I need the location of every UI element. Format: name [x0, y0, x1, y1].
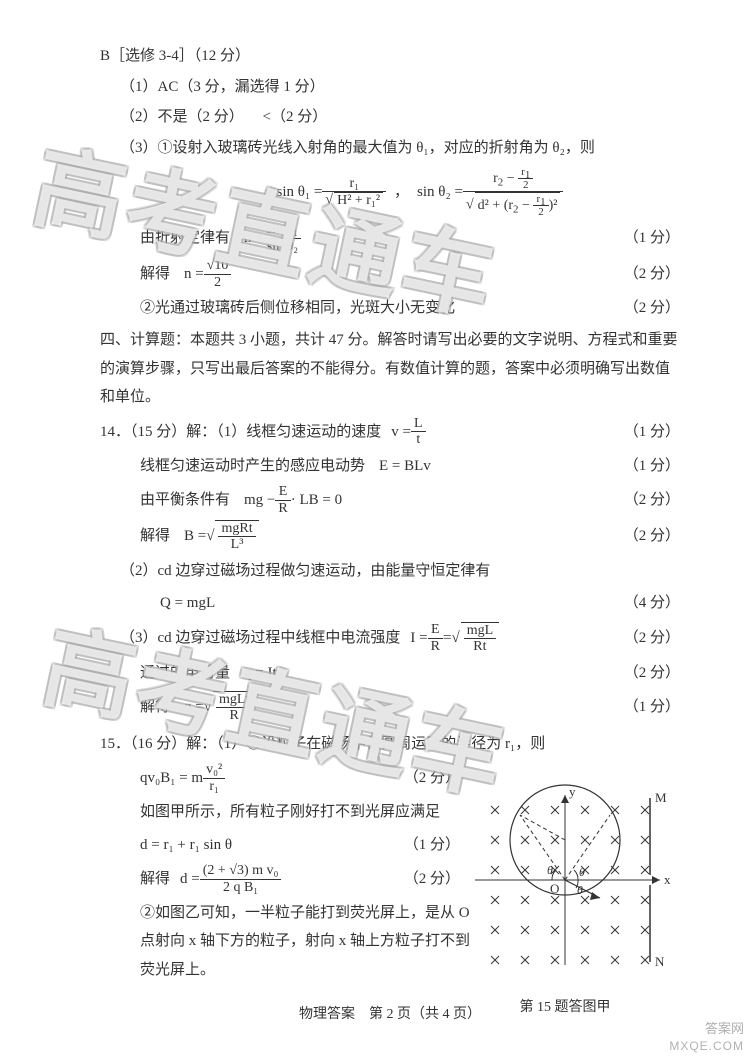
n-eq2: n = — [184, 260, 204, 289]
q14-3-row1: （3）cd 边穿过磁场过程中线框中电流强度 I = ER = √mgLRt （2… — [100, 622, 680, 655]
figure-svg: M N O x y θ θ θ — [450, 780, 680, 980]
q-eq: q = It — [244, 659, 277, 688]
q15-eq1-lhs: qv₀B₁ = m — [140, 764, 203, 793]
v-eq: v = — [391, 418, 411, 447]
corner-brand-1: 答案网 — [705, 1018, 744, 1037]
balance-lhs: mg − — [244, 486, 275, 515]
h3a: （2）不是（2 分） — [120, 109, 244, 125]
d-eq: d = — [180, 865, 200, 894]
solve-n-row: 解得 n = √10 2 （2 分） — [100, 258, 680, 290]
q14-3-row3: 解得 q = √mgLtR （1 分） — [100, 691, 680, 724]
sin1-frac: r₁ √H² + r₁² — [322, 176, 386, 209]
B-sqrt: mgRtL³ — [215, 520, 258, 553]
comma: ， — [394, 178, 409, 207]
emf-text: 线框匀速运动时产生的感应电动势 — [140, 452, 365, 481]
figure-caption: 第 15 题答图甲 — [450, 995, 680, 1022]
header-line-2: （1）AC（3 分，漏选得 1 分） — [100, 73, 680, 102]
q15-line2: 如图甲所示，所有粒子刚好打不到光屏应满足 — [100, 798, 460, 827]
q14-score4: （2 分） — [624, 522, 680, 551]
q15-head: 15．（16 分）解：（1）①设粒子在磁场中做圆周运动的半径为 r₁，则 — [100, 730, 680, 759]
corner-brand-2: MXQE.COM — [669, 1039, 744, 1053]
q14-solve: 解得 — [140, 522, 170, 551]
q14-row2: 线框匀速运动时产生的感应电动势 E = BLv （1 分） — [100, 452, 680, 481]
I-eq2: = — [443, 624, 451, 653]
q14-3-score3: （1 分） — [624, 693, 680, 722]
figure-box: M N O x y θ θ θ 第 15 题答图甲 — [450, 780, 680, 1021]
svg-text:θ: θ — [547, 863, 553, 877]
q14-row4: 解得 B = √ mgRtL³ （2 分） — [100, 520, 680, 553]
q14-3-score1: （2 分） — [624, 624, 680, 653]
opt-score: （2 分） — [624, 294, 680, 323]
svg-text:θ: θ — [579, 865, 585, 879]
refraction-score: （1 分） — [624, 224, 680, 253]
q14-3-solve: 解得 — [140, 693, 170, 722]
refraction-text: 由折射定律有 — [140, 224, 230, 253]
q14-3-score2: （2 分） — [624, 659, 680, 688]
balance-text: 由平衡条件有 — [140, 486, 230, 515]
header-line-1: B［选修 3-4］（12 分） — [100, 42, 680, 71]
Q-eq: Q = mgL — [160, 589, 215, 618]
opt-text: ②光通过玻璃砖后侧位移相同，光斑大小无变化 — [140, 294, 455, 323]
sin1-lhs: sin θ₁ = — [277, 178, 323, 207]
opt-line-row: ②光通过玻璃砖后侧位移相同，光斑大小无变化 （2 分） — [100, 294, 680, 323]
emf-eq: E = BLv — [379, 452, 431, 481]
header-line-3: （2）不是（2 分） <（2 分） — [100, 103, 680, 132]
q14-row3: 由平衡条件有 mg − E R · LB = 0 （2 分） — [100, 484, 680, 516]
sin2-frac: r2 − r12 √d² + (r2 − r12)² — [463, 166, 564, 218]
q14-score3: （2 分） — [624, 486, 680, 515]
q14-row1: 14．（15 分）解：（1）线框匀速运动的速度 v = L t （1 分） — [100, 416, 680, 448]
q14-score1: （1 分） — [624, 418, 680, 447]
refraction-row: 由折射定律有 n = sin θ₁ sin θ₂ （1 分） — [100, 222, 680, 254]
n-eq: n = — [244, 224, 264, 253]
label-M: M — [655, 790, 667, 805]
q14-2-row: Q = mgL （4 分） — [100, 589, 680, 618]
q15-eq2: d = r₁ + r₁ sin θ — [140, 831, 232, 860]
n-frac: sin θ₁ sin θ₂ — [264, 222, 301, 254]
q15-row1: qv₀B₁ = m v₀²r₁ （2 分） — [100, 762, 460, 794]
label-N: N — [655, 954, 665, 969]
svg-text:θ: θ — [577, 883, 583, 897]
balance-frac: E R — [275, 484, 290, 516]
q14-2-text: （2）cd 边穿过磁场过程做匀速运动，由能量守恒定律有 — [100, 557, 680, 586]
B-eq: B = — [184, 522, 206, 551]
I-eq: I = — [410, 624, 427, 653]
balance-rhs: · LB = 0 — [291, 486, 342, 515]
q14-3-row2: 通过的电荷量 q = It （2 分） — [100, 659, 680, 688]
q14-2-score: （4 分） — [624, 589, 680, 618]
q15-para2: ②如图乙可知，一半粒子能打到荧光屏上，是从 O 点射向 x 轴下方的粒子，射向 … — [100, 899, 470, 985]
label-x: x — [664, 872, 671, 887]
q14-head: 14．（15 分）解：（1）线框匀速运动的速度 — [100, 418, 381, 447]
sin-equations: sin θ₁ = r₁ √H² + r₁² ， sin θ₂ = r2 − r1… — [100, 166, 680, 218]
solve-n-score: （2 分） — [624, 260, 680, 289]
q15-row3: 解得 d = (2 + √3) m v₀2 q B₁ （2 分） — [100, 863, 460, 895]
v-frac: L t — [411, 416, 426, 448]
header-line-4: （3）①设射入玻璃砖光线入射角的最大值为 θ₁，对应的折射角为 θ₂，则 — [100, 134, 680, 163]
q15-row2: d = r₁ + r₁ sin θ （1 分） — [100, 831, 460, 860]
h3b: <（2 分） — [263, 109, 328, 125]
q14-3-text: （3）cd 边穿过磁场过程中线框中电流强度 — [120, 624, 400, 653]
label-y: y — [569, 784, 576, 799]
q14-score2: （1 分） — [624, 452, 680, 481]
q-final: q = — [184, 693, 204, 722]
solve-n-text: 解得 — [140, 260, 170, 289]
label-O: O — [550, 881, 559, 896]
page-container: 高考直通车 高考直通车 B［选修 3-4］（12 分） （1）AC（3 分，漏选… — [0, 0, 750, 1059]
q14-3-qtext: 通过的电荷量 — [140, 659, 230, 688]
sin2-lhs: sin θ₂ = — [417, 178, 463, 207]
n-frac2: √10 2 — [204, 258, 232, 290]
q15-solve: 解得 — [140, 865, 170, 894]
section4: 四、计算题：本题共 3 小题，共计 47 分。解答时请写出必要的文字说明、方程式… — [100, 326, 680, 412]
